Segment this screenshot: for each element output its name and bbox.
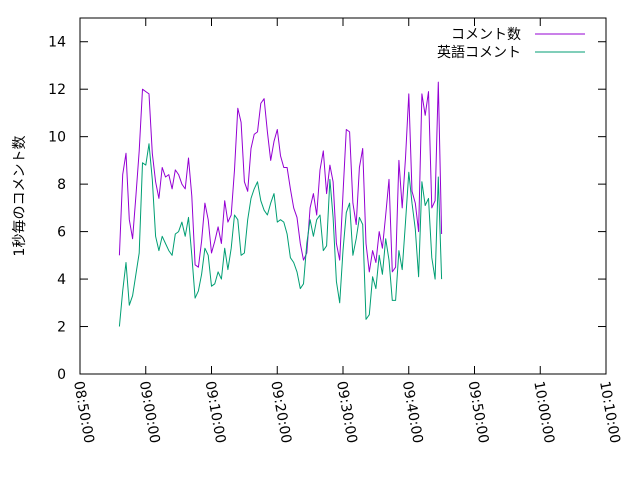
y-tick-label: 4 [57, 272, 66, 288]
y-axis-ticks: 0 2 4 6 8 10 12 14 [48, 35, 606, 383]
series-line-2 [118, 143, 443, 327]
x-tick-label: 09:00:00 [136, 380, 163, 445]
x-tick-label: 09:10:00 [202, 380, 229, 445]
y-tick-label: 8 [57, 177, 66, 193]
y-tick-label: 14 [48, 35, 66, 51]
y-tick-label: 0 [57, 367, 66, 383]
x-tick-label: 09:30:00 [333, 380, 360, 445]
y-tick-label: 12 [48, 82, 66, 98]
legend-label: 英語コメント [437, 44, 521, 61]
legend-label: コメント数 [451, 27, 521, 43]
series-line-1 [118, 81, 443, 273]
x-tick-label: 09:40:00 [399, 380, 426, 445]
x-tick-label: 10:00:00 [530, 380, 557, 445]
series-group [118, 81, 443, 327]
x-tick-label: 10:10:00 [596, 380, 623, 445]
y-tick-label: 2 [57, 320, 66, 336]
x-tick-label: 08:50:00 [70, 380, 97, 445]
y-axis-label: 1秒毎のコメント数 [12, 136, 28, 257]
x-tick-label: 09:20:00 [267, 380, 294, 445]
y-tick-label: 6 [57, 225, 66, 241]
x-tick-label: 09:50:00 [465, 380, 492, 445]
x-axis-ticks: 08:50:00 09:00:00 09:10:00 09:20:00 09:30:00… [70, 18, 623, 445]
y-tick-label: 10 [48, 130, 66, 146]
